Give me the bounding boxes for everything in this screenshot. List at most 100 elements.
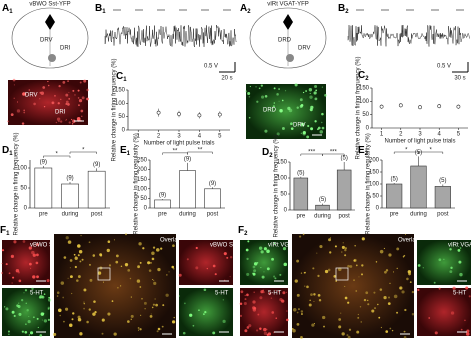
cell — [28, 316, 30, 318]
cell — [342, 242, 344, 244]
cell — [329, 251, 332, 254]
cell — [309, 108, 313, 112]
cell — [83, 288, 87, 292]
cell — [246, 293, 249, 297]
cell — [407, 270, 412, 274]
cell — [78, 104, 80, 107]
sig-label: * — [82, 148, 85, 154]
cell — [287, 106, 291, 110]
cell — [23, 292, 25, 294]
cell — [97, 271, 102, 275]
cell — [344, 296, 348, 300]
cell — [322, 315, 326, 320]
cell — [65, 118, 67, 121]
cell — [39, 98, 41, 100]
micrograph — [417, 288, 471, 336]
cell — [92, 254, 96, 257]
cell — [113, 332, 117, 336]
cell — [296, 311, 299, 314]
cell — [65, 307, 69, 311]
cell — [77, 315, 81, 319]
cell — [244, 329, 248, 333]
cell — [161, 325, 164, 328]
cell — [263, 271, 265, 273]
cell — [35, 261, 39, 265]
img-label: 5-HT — [453, 291, 467, 297]
cell — [136, 279, 141, 283]
cell — [356, 330, 360, 334]
cell — [36, 243, 39, 246]
cell — [77, 89, 80, 92]
cell — [147, 261, 151, 265]
cell — [389, 282, 391, 285]
cell — [42, 86, 46, 89]
data-point — [197, 113, 202, 118]
cell — [62, 81, 66, 84]
cell — [300, 272, 303, 274]
img-label: Overlay — [398, 238, 419, 244]
cell — [468, 295, 471, 298]
cell — [294, 279, 298, 283]
cell — [271, 257, 274, 261]
cell — [449, 248, 452, 251]
cell — [296, 106, 299, 109]
cell — [89, 263, 91, 266]
panel-letter: E — [120, 145, 127, 156]
cell — [13, 240, 17, 244]
bar — [87, 170, 106, 209]
cell — [355, 264, 358, 267]
brainstem-outline — [249, 7, 327, 69]
cell — [264, 129, 268, 133]
cell — [65, 236, 69, 240]
y-tick-label: 150 — [369, 170, 380, 176]
cell — [383, 247, 385, 250]
cell — [379, 288, 383, 291]
cell — [260, 84, 263, 87]
cell — [367, 299, 369, 302]
cell — [12, 276, 15, 279]
cell — [150, 313, 152, 315]
cell — [15, 268, 20, 273]
cell — [57, 102, 60, 105]
cell — [68, 121, 71, 124]
cell — [92, 312, 96, 316]
cell — [65, 119, 67, 121]
cell — [1, 262, 3, 265]
cell — [25, 302, 27, 304]
cell — [309, 92, 311, 95]
x-tick-label: post — [91, 212, 103, 218]
cell — [203, 288, 207, 292]
cell — [300, 336, 303, 339]
cell — [31, 287, 34, 291]
region-label: DRI — [60, 46, 71, 52]
cell — [124, 233, 128, 236]
cell — [144, 308, 146, 310]
cell — [214, 273, 217, 276]
cell — [256, 100, 259, 103]
img-label: 5-HT — [30, 291, 44, 297]
cell — [55, 121, 58, 124]
cell — [31, 250, 35, 255]
cell — [245, 90, 248, 93]
data-point — [379, 104, 384, 109]
cell — [74, 265, 77, 269]
cell — [433, 281, 436, 284]
cell — [86, 97, 89, 101]
img-region: DRV — [293, 123, 306, 129]
cell — [355, 290, 358, 292]
cell — [263, 327, 267, 332]
cell — [337, 267, 342, 272]
cell — [341, 245, 345, 249]
cell — [268, 292, 271, 295]
cell — [56, 291, 60, 294]
cell — [57, 308, 62, 313]
cell — [62, 296, 65, 299]
cell — [248, 116, 251, 119]
cell — [260, 290, 264, 294]
y-tick-label: 50 — [140, 196, 147, 202]
cell — [450, 311, 455, 315]
cell — [203, 313, 205, 316]
panel-label: E2 — [358, 145, 369, 157]
cell — [318, 299, 322, 302]
cell — [296, 293, 300, 297]
